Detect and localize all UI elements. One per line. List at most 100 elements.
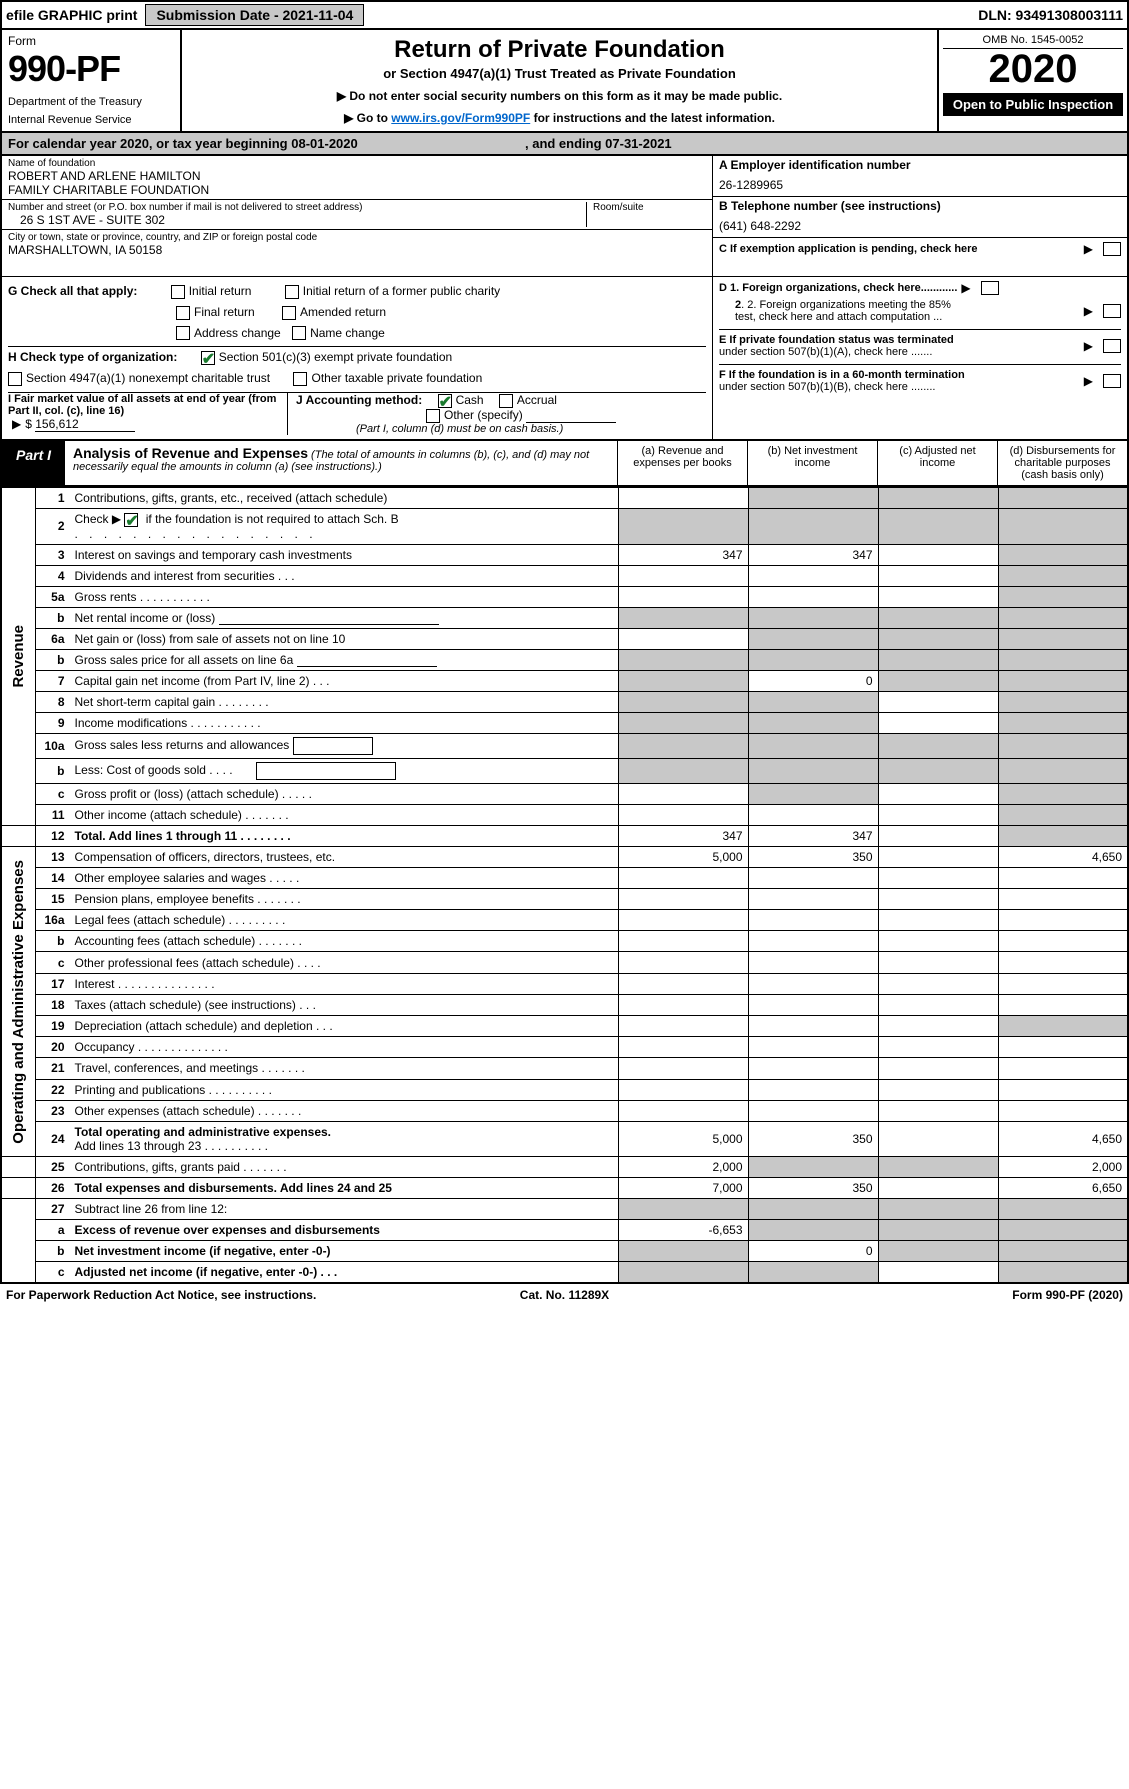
r26-b: 350 bbox=[748, 1178, 878, 1199]
r15-a bbox=[618, 888, 748, 909]
r20-d bbox=[998, 1037, 1128, 1058]
calendar-year-row: For calendar year 2020, or tax year begi… bbox=[0, 133, 1129, 156]
form-number: 990-PF bbox=[8, 48, 174, 90]
row-10c: cGross profit or (loss) (attach schedule… bbox=[1, 783, 1128, 804]
r21-b bbox=[748, 1058, 878, 1079]
footer-mid: Cat. No. 11289X bbox=[378, 1288, 750, 1302]
r22-num: 22 bbox=[36, 1079, 70, 1100]
r9-d bbox=[998, 712, 1128, 733]
r18-a bbox=[618, 994, 748, 1015]
g-initial-former-checkbox[interactable] bbox=[285, 285, 299, 299]
g-amended-checkbox[interactable] bbox=[282, 306, 296, 320]
spacer bbox=[1, 825, 36, 846]
j-cash-checkbox[interactable] bbox=[438, 394, 452, 408]
r7-lbl: Capital gain net income (from Part IV, l… bbox=[70, 670, 619, 691]
r1-a bbox=[618, 487, 748, 508]
c-checkbox[interactable] bbox=[1103, 242, 1121, 256]
row-6b: b Gross sales price for all assets on lin… bbox=[1, 649, 1128, 670]
form-word: Form bbox=[8, 34, 174, 48]
g-final-return-checkbox[interactable] bbox=[176, 306, 190, 320]
h-501c3-checkbox[interactable] bbox=[201, 351, 215, 365]
goto-post: for instructions and the latest informat… bbox=[530, 111, 775, 125]
def-block: D 1. Foreign organizations, check here..… bbox=[712, 277, 1127, 439]
h-4947-checkbox[interactable] bbox=[8, 372, 22, 386]
header-right: OMB No. 1545-0052 2020 Open to Public In… bbox=[937, 30, 1127, 131]
r27-d bbox=[998, 1199, 1128, 1220]
r27c-text: Adjusted net income (if negative, enter … bbox=[75, 1265, 338, 1279]
r6a-num: 6a bbox=[36, 628, 70, 649]
r27c-b bbox=[748, 1262, 878, 1284]
f1: F If the foundation is in a 60-month ter… bbox=[719, 369, 965, 381]
r22-b bbox=[748, 1079, 878, 1100]
j-other-checkbox[interactable] bbox=[426, 409, 440, 423]
r15-b bbox=[748, 888, 878, 909]
addr-label: Number and street (or P.O. box number if… bbox=[8, 202, 586, 213]
h-row: H Check type of organization: Section 50… bbox=[8, 347, 706, 368]
tax-year: 2020 bbox=[943, 49, 1123, 89]
r16b-c bbox=[878, 931, 998, 952]
r24-a: 5,000 bbox=[618, 1121, 748, 1156]
r23-b bbox=[748, 1100, 878, 1121]
r14-lbl: Other employee salaries and wages . . . … bbox=[70, 867, 619, 888]
r1-num: 1 bbox=[36, 487, 70, 508]
row-26: 26Total expenses and disbursements. Add … bbox=[1, 1178, 1128, 1199]
revenue-text: Revenue bbox=[7, 615, 30, 698]
form990pf-link[interactable]: www.irs.gov/Form990PF bbox=[391, 111, 530, 125]
part1-header: Part I Analysis of Revenue and Expenses … bbox=[0, 441, 1129, 487]
r26-c bbox=[878, 1178, 998, 1199]
ghi-block: G Check all that apply: Initial return I… bbox=[0, 276, 1129, 441]
g-name-change-checkbox[interactable] bbox=[292, 326, 306, 340]
row-16b: bAccounting fees (attach schedule) . . .… bbox=[1, 931, 1128, 952]
arrow-icon bbox=[961, 281, 970, 295]
goto-pre: ▶ Go to bbox=[344, 111, 391, 125]
dots: . . . . . . . . . . . . . . . . . bbox=[75, 527, 317, 541]
d2b: test, check here and attach computation … bbox=[735, 311, 942, 323]
r27-c bbox=[878, 1199, 998, 1220]
r10b-a bbox=[618, 758, 748, 783]
r12-c bbox=[878, 825, 998, 846]
city-row: City or town, state or province, country… bbox=[2, 230, 712, 276]
row-22: 22Printing and publications . . . . . . … bbox=[1, 1079, 1128, 1100]
r2-checkbox[interactable] bbox=[124, 513, 138, 527]
row-23: 23Other expenses (attach schedule) . . .… bbox=[1, 1100, 1128, 1121]
r14-b bbox=[748, 867, 878, 888]
r10b-num: b bbox=[36, 758, 70, 783]
r6a-lbl: Net gain or (loss) from sale of assets n… bbox=[70, 628, 619, 649]
h-opt1: Section 501(c)(3) exempt private foundat… bbox=[219, 350, 452, 364]
f-checkbox[interactable] bbox=[1103, 374, 1121, 388]
d2-checkbox[interactable] bbox=[1103, 304, 1121, 318]
arrow-icon bbox=[1084, 374, 1093, 388]
g-address-change-checkbox[interactable] bbox=[176, 326, 190, 340]
r27b-lbl: Net investment income (if negative, ente… bbox=[70, 1241, 619, 1262]
r6b-text: Gross sales price for all assets on line… bbox=[75, 653, 294, 667]
g-row: G Check all that apply: Initial return I… bbox=[8, 281, 706, 302]
foundation-name-2: FAMILY CHARITABLE FOUNDATION bbox=[8, 183, 706, 197]
row-25: 25Contributions, gifts, grants paid . . … bbox=[1, 1157, 1128, 1178]
r1-b bbox=[748, 487, 878, 508]
r9-a bbox=[618, 712, 748, 733]
e-checkbox[interactable] bbox=[1103, 339, 1121, 353]
r5b-num: b bbox=[36, 607, 70, 628]
row-20: 20Occupancy . . . . . . . . . . . . . . bbox=[1, 1037, 1128, 1058]
d1-checkbox[interactable] bbox=[981, 281, 999, 295]
phone-value: (641) 648-2292 bbox=[719, 213, 1121, 235]
r26-num: 26 bbox=[36, 1178, 70, 1199]
r21-a bbox=[618, 1058, 748, 1079]
r27a-a: -6,653 bbox=[618, 1220, 748, 1241]
r13-a: 5,000 bbox=[618, 846, 748, 867]
footer-right: Form 990-PF (2020) bbox=[751, 1288, 1123, 1302]
r14-a bbox=[618, 867, 748, 888]
j-accrual-checkbox[interactable] bbox=[499, 394, 513, 408]
r22-d bbox=[998, 1079, 1128, 1100]
r14-num: 14 bbox=[36, 867, 70, 888]
row-10b: bLess: Cost of goods sold . . . . bbox=[1, 758, 1128, 783]
g-initial-return-checkbox[interactable] bbox=[171, 285, 185, 299]
r5a-a bbox=[618, 586, 748, 607]
r18-c bbox=[878, 994, 998, 1015]
form-instruction-2: ▶ Go to www.irs.gov/Form990PF for instru… bbox=[186, 111, 933, 125]
r2-c bbox=[878, 508, 998, 544]
row-1: Revenue 1 Contributions, gifts, grants, … bbox=[1, 487, 1128, 508]
r19-d bbox=[998, 1016, 1128, 1037]
r6b-num: b bbox=[36, 649, 70, 670]
h-other-taxable-checkbox[interactable] bbox=[293, 372, 307, 386]
